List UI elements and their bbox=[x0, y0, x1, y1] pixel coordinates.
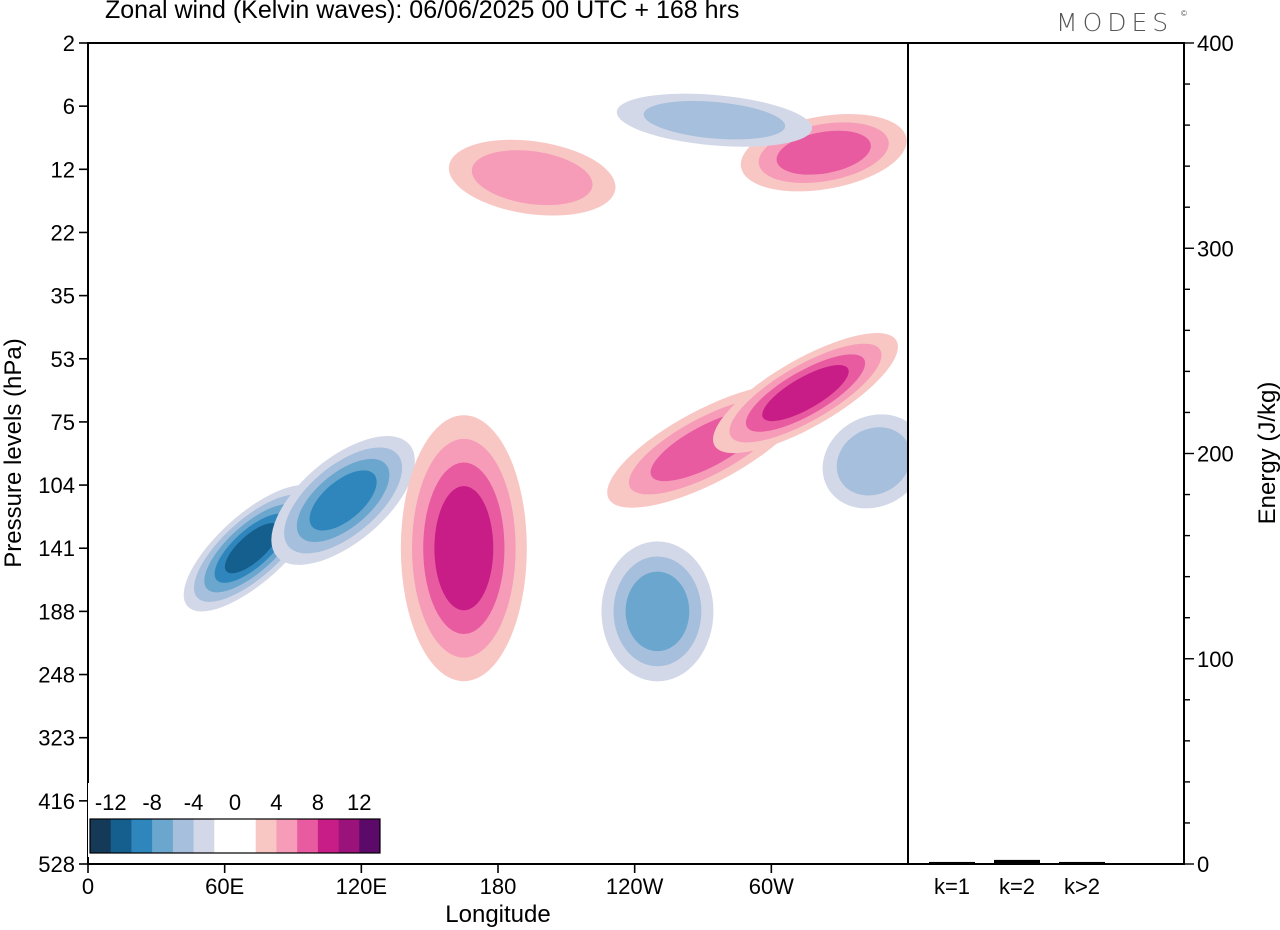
colorbar-frame bbox=[89, 818, 381, 854]
colorbar-label: 12 bbox=[347, 790, 371, 815]
colorbar-swatch bbox=[338, 819, 360, 853]
colorbar-swatch bbox=[172, 819, 194, 853]
y-axis-title: Pressure levels (hPa) bbox=[0, 338, 27, 567]
y-tick-label: 141 bbox=[38, 536, 75, 561]
energy-tick-label: 0 bbox=[1197, 852, 1209, 877]
colorbar-label: 8 bbox=[312, 790, 324, 815]
colorbar-swatch bbox=[297, 819, 319, 853]
wind-feature bbox=[271, 436, 415, 565]
wind-feature bbox=[822, 414, 908, 509]
y-tick-label: 22 bbox=[51, 220, 75, 245]
y-tick-label: 75 bbox=[51, 410, 75, 435]
y-axis: 2 6 12 22 35 53 75 104 141 188 248 323 416 528 bbox=[38, 31, 88, 877]
wind-feature bbox=[616, 93, 813, 147]
colorbar-label: -8 bbox=[142, 790, 162, 815]
energy-panel-frame bbox=[907, 42, 1185, 865]
colorbar-swatch bbox=[359, 819, 381, 853]
wind-feature bbox=[713, 333, 898, 454]
y-tick-label: 188 bbox=[38, 599, 75, 624]
y-tick-label: 248 bbox=[38, 663, 75, 688]
energy-category-label: k=1 bbox=[934, 874, 970, 899]
y-tick-label: 53 bbox=[51, 347, 75, 372]
energy-tick-label: 300 bbox=[1197, 236, 1234, 261]
colorbar-swatch bbox=[255, 819, 277, 853]
brand-mark: © bbox=[1181, 9, 1187, 18]
contour-fill bbox=[776, 130, 871, 175]
wind-field bbox=[183, 93, 908, 682]
y-tick-label: 12 bbox=[51, 157, 75, 182]
colorbar-label: 0 bbox=[229, 790, 241, 815]
wind-feature bbox=[601, 541, 714, 682]
contour-fill bbox=[625, 571, 690, 652]
x-tick-label: 120W bbox=[606, 874, 664, 899]
colorbar-label: 4 bbox=[270, 790, 282, 815]
x-axis: 0 60E 120E 180 120W 60W bbox=[82, 864, 794, 899]
colorbar-swatch bbox=[193, 819, 215, 853]
colorbar-swatch bbox=[235, 819, 257, 853]
energy-bar bbox=[1059, 861, 1105, 864]
contour-fill bbox=[836, 427, 908, 496]
x-tick-label: 0 bbox=[82, 874, 94, 899]
y-tick-label: 2 bbox=[63, 31, 75, 56]
contour-fill bbox=[224, 523, 280, 574]
contour-fill bbox=[471, 150, 593, 206]
energy-category-label: k=2 bbox=[999, 874, 1035, 899]
x-tick-label: 180 bbox=[480, 874, 517, 899]
y-tick-label: 416 bbox=[38, 789, 75, 814]
y-tick-label: 6 bbox=[63, 94, 75, 119]
colorbar-swatch bbox=[131, 819, 153, 853]
energy-tick-label: 200 bbox=[1197, 442, 1234, 467]
colorbar-swatch bbox=[276, 819, 298, 853]
contour-fill bbox=[762, 365, 849, 422]
energy-tick-label: 100 bbox=[1197, 647, 1234, 672]
colorbar-label: -4 bbox=[184, 790, 204, 815]
chart-title: Zonal wind (Kelvin waves): 06/06/2025 00… bbox=[105, 0, 740, 24]
colorbar-swatch bbox=[152, 819, 174, 853]
wind-feature bbox=[448, 139, 616, 216]
x-tick-label: 120E bbox=[336, 874, 387, 899]
energy-bars: k=1 k=2 k>2 bbox=[929, 859, 1105, 899]
energy-axis-title: Energy (J/kg) bbox=[1254, 382, 1280, 525]
energy-axis: 0 100 200 300 400 bbox=[1184, 31, 1234, 877]
y-tick-label: 528 bbox=[38, 852, 75, 877]
x-tick-label: 60E bbox=[205, 874, 244, 899]
y-tick-label: 323 bbox=[38, 726, 75, 751]
energy-tick-label: 400 bbox=[1197, 31, 1234, 56]
colorbar-swatch bbox=[214, 819, 236, 853]
energy-bar bbox=[929, 861, 975, 864]
wind-feature bbox=[400, 415, 527, 682]
colorbar-label: -12 bbox=[95, 790, 127, 815]
colorbar-swatch bbox=[90, 819, 112, 853]
energy-category-label: k>2 bbox=[1064, 874, 1100, 899]
y-tick-label: 104 bbox=[38, 473, 75, 498]
colorbar-swatch bbox=[317, 819, 339, 853]
contour-fill bbox=[434, 486, 494, 611]
x-axis-title: Longitude bbox=[445, 901, 550, 928]
colorbar: -12 -8 -4 0 4 8 12 bbox=[88, 783, 382, 857]
contour-fill bbox=[309, 470, 377, 531]
brand-logo: MODES bbox=[1056, 8, 1174, 37]
y-tick-label: 35 bbox=[51, 284, 75, 309]
energy-bar bbox=[994, 859, 1040, 864]
x-tick-label: 60W bbox=[749, 874, 794, 899]
colorbar-swatch bbox=[110, 819, 132, 853]
contour-fill bbox=[643, 100, 786, 140]
